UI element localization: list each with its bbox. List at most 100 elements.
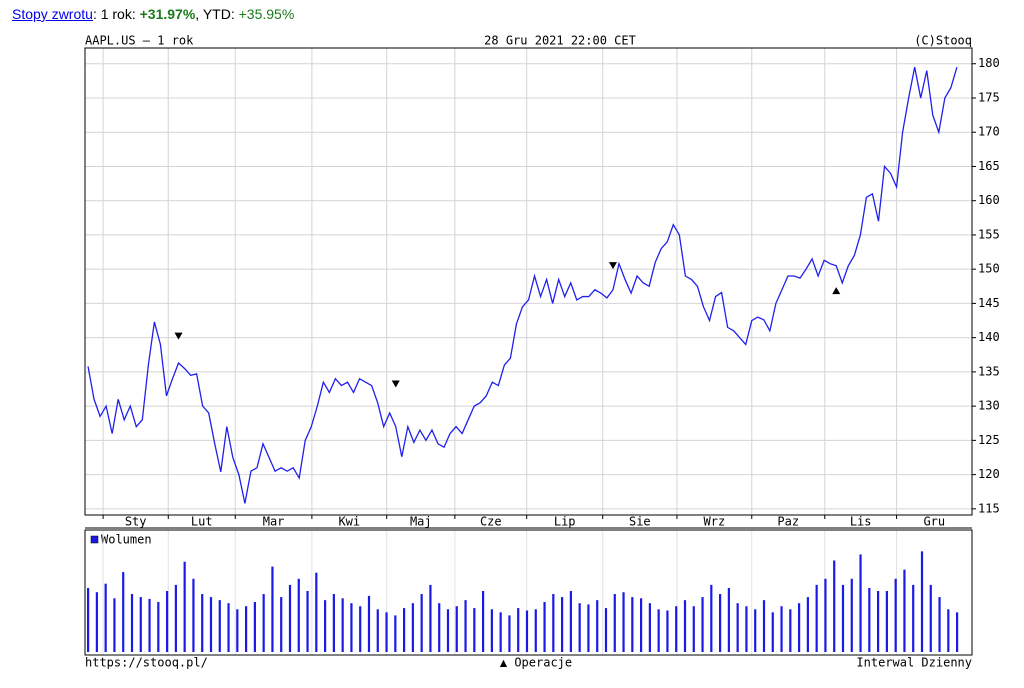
volume-bar — [499, 612, 502, 652]
volume-bar — [604, 608, 608, 652]
x-tick-label: Wrz — [704, 515, 726, 529]
returns-link[interactable]: Stopy zwrotu — [12, 6, 93, 22]
y-tick-label: 135 — [978, 364, 1000, 378]
plot-frame — [84, 47, 973, 516]
volume-bar — [341, 598, 344, 652]
chart-title: AAPL.US – 1 rok — [85, 34, 194, 48]
volume-bar — [657, 609, 660, 652]
volume-bar — [359, 606, 362, 652]
volume-bar — [841, 584, 845, 652]
volume-bar — [929, 584, 932, 652]
volume-bar — [587, 604, 590, 652]
volume-bar — [411, 603, 414, 652]
volume-bar — [201, 594, 204, 652]
x-tick-label: Sie — [629, 515, 651, 529]
operation-marker — [174, 332, 183, 340]
y-tick-label: 120 — [978, 467, 1000, 481]
volume-bar — [710, 584, 713, 652]
volume-bar — [332, 594, 335, 652]
y-tick-label: 115 — [978, 501, 1000, 515]
x-tick-label: Sty — [125, 515, 147, 529]
volume-bar — [912, 584, 915, 652]
volume-bar — [315, 572, 318, 652]
returns-header: Stopy zwrotu: 1 rok: +31.97%, YTD: +35.9… — [12, 6, 294, 22]
y-tick-label: 140 — [978, 330, 1000, 344]
volume-bar — [385, 612, 388, 652]
volume-bar — [789, 609, 792, 652]
period-return: +31.97% — [139, 6, 196, 22]
volume-bar — [508, 615, 511, 652]
volume-bar — [569, 591, 572, 652]
volume-bar — [218, 600, 221, 652]
x-tick-label: Lip — [554, 515, 576, 529]
x-tick-label: Gru — [923, 515, 945, 529]
x-tick-label: Mar — [263, 515, 285, 529]
volume-bar — [640, 598, 643, 652]
y-tick-label: 125 — [978, 433, 1000, 447]
y-tick-label: 170 — [978, 125, 1000, 139]
volume-bar — [209, 597, 213, 652]
x-tick-label: Paz — [777, 515, 799, 529]
chart-source: (C)Stooq — [914, 34, 972, 48]
volume-bar — [596, 600, 599, 652]
volume-bar — [490, 609, 493, 652]
volume-bar — [104, 583, 107, 652]
volume-bar — [850, 578, 853, 652]
legend-swatch — [90, 535, 99, 544]
volume-bar — [648, 603, 651, 652]
volume-bar — [780, 606, 783, 652]
volume-bar — [947, 609, 950, 652]
volume-bar — [87, 587, 90, 652]
volume-bar — [403, 608, 406, 652]
volume-bar — [438, 603, 441, 652]
volume-bar — [95, 592, 98, 652]
volume-bar — [517, 608, 520, 652]
volume-bar — [271, 566, 274, 652]
volume-bar — [473, 608, 476, 652]
volume-bar — [420, 594, 423, 652]
volume-bar — [806, 597, 809, 652]
period-label: : 1 rok: — [92, 6, 136, 22]
volume-bar — [227, 603, 230, 652]
volume-bar — [482, 591, 485, 652]
volume-bar — [824, 578, 827, 652]
volume-bar — [745, 606, 748, 652]
volume-bar — [376, 609, 379, 652]
volume-bar — [736, 603, 739, 652]
volume-bar — [130, 594, 134, 652]
y-tick-label: 145 — [978, 296, 1000, 310]
volume-bar — [578, 603, 581, 652]
x-tick-label: Lut — [191, 515, 213, 529]
volume-bar — [139, 597, 142, 652]
volume-bar — [253, 601, 256, 652]
volume-bar — [157, 601, 160, 652]
volume-bar — [552, 594, 555, 652]
volume-bar — [938, 597, 941, 652]
x-tick-label: Lis — [850, 515, 872, 529]
volume-bar — [324, 600, 327, 652]
y-tick-label: 130 — [978, 399, 1000, 413]
volume-bar — [297, 578, 300, 652]
y-tick-label: 180 — [978, 56, 1000, 70]
volume-bar — [701, 597, 704, 652]
volume-bar — [543, 601, 546, 652]
volume-bar — [306, 591, 309, 652]
volume-bar — [288, 584, 292, 652]
volume-bar — [815, 584, 818, 652]
volume-bar — [692, 606, 695, 652]
volume-bar — [762, 600, 766, 652]
volume-bar — [455, 606, 458, 652]
volume-bar — [174, 584, 177, 652]
x-tick-label: Kwi — [338, 515, 360, 529]
volume-bar — [525, 610, 529, 652]
volume-bar — [446, 609, 450, 652]
operation-marker — [391, 380, 400, 388]
y-tick-label: 155 — [978, 227, 1000, 241]
volume-bar — [885, 591, 888, 652]
operation-marker — [608, 262, 617, 270]
legend-label: Wolumen — [101, 533, 152, 547]
volume-bar — [183, 561, 186, 652]
volume-bar — [868, 587, 871, 652]
volume-bar — [464, 600, 467, 652]
